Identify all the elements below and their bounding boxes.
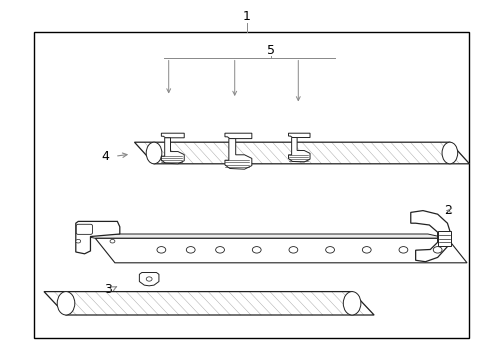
Polygon shape bbox=[139, 273, 159, 286]
Bar bbox=[34, 32, 468, 338]
Polygon shape bbox=[76, 234, 447, 238]
Polygon shape bbox=[161, 138, 184, 164]
Text: 4: 4 bbox=[101, 150, 109, 163]
Circle shape bbox=[398, 247, 407, 253]
Circle shape bbox=[110, 239, 115, 243]
Polygon shape bbox=[161, 133, 184, 138]
Text: 1: 1 bbox=[243, 10, 250, 23]
Polygon shape bbox=[95, 238, 466, 263]
Circle shape bbox=[186, 247, 195, 253]
Circle shape bbox=[288, 247, 297, 253]
Polygon shape bbox=[224, 139, 251, 169]
Ellipse shape bbox=[441, 142, 457, 164]
Polygon shape bbox=[134, 142, 468, 164]
Circle shape bbox=[146, 277, 152, 281]
Ellipse shape bbox=[343, 292, 360, 315]
Polygon shape bbox=[288, 133, 309, 138]
FancyBboxPatch shape bbox=[76, 224, 92, 234]
Circle shape bbox=[76, 239, 81, 243]
Circle shape bbox=[157, 247, 165, 253]
Polygon shape bbox=[224, 133, 251, 139]
Ellipse shape bbox=[57, 292, 75, 315]
Ellipse shape bbox=[146, 142, 162, 164]
Text: 5: 5 bbox=[267, 44, 275, 57]
Circle shape bbox=[252, 247, 261, 253]
Circle shape bbox=[432, 247, 441, 253]
Circle shape bbox=[215, 247, 224, 253]
Text: 2: 2 bbox=[444, 204, 451, 217]
Polygon shape bbox=[410, 211, 450, 262]
Circle shape bbox=[362, 247, 370, 253]
Bar bbox=[437, 231, 450, 246]
Circle shape bbox=[325, 247, 334, 253]
Polygon shape bbox=[288, 138, 309, 162]
Text: 3: 3 bbox=[103, 283, 111, 296]
Polygon shape bbox=[76, 221, 120, 254]
Polygon shape bbox=[44, 292, 373, 315]
